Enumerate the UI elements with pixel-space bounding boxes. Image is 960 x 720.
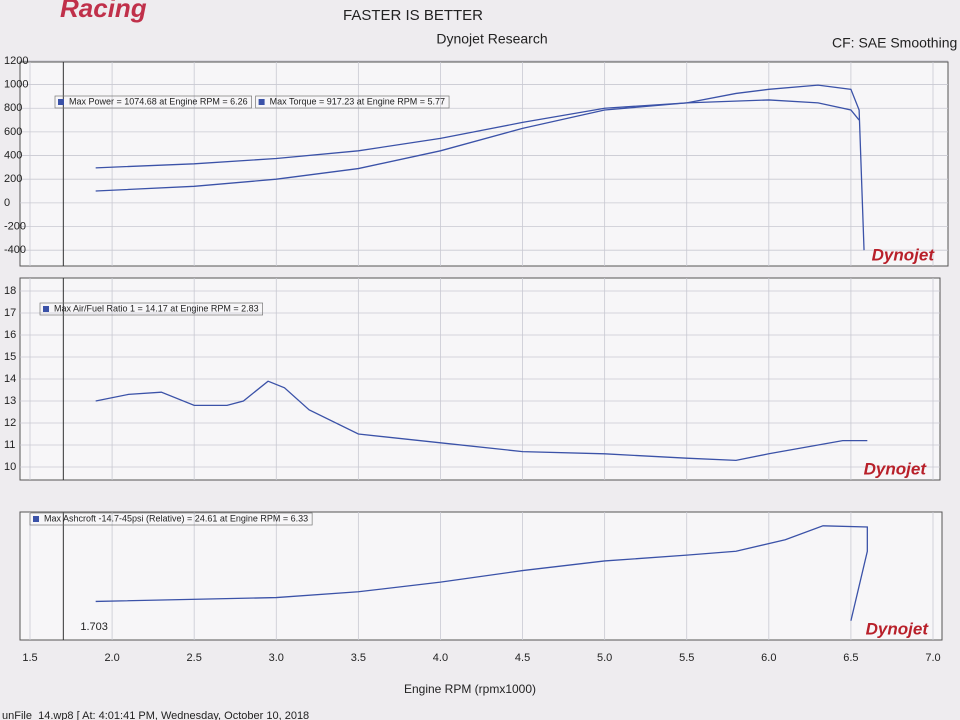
y-tick-label: 400 xyxy=(4,149,22,161)
x-tick-label: 5.0 xyxy=(597,652,612,664)
y-tick-label: 11 xyxy=(4,439,15,451)
footer: unFile_14.wp8 [ At: 4:01:41 PM, Wednesda… xyxy=(2,710,309,720)
y-tick-label: 200 xyxy=(4,173,22,185)
legend-label: Max Ashcroft -14.7-45psi (Relative) = 24… xyxy=(44,513,308,523)
y-tick-label: 10 xyxy=(4,461,16,473)
y-tick-label: 14 xyxy=(4,373,16,385)
y-tick-label: 13 xyxy=(4,395,16,407)
y-tick-label: 17 xyxy=(4,307,16,319)
brand: Racing xyxy=(60,0,147,23)
x-tick-label: 1.5 xyxy=(22,652,37,664)
legend-icon xyxy=(33,516,39,522)
y-tick-label: 1000 xyxy=(4,78,28,90)
legend-box xyxy=(54,95,252,109)
note: CF: SAE Smoothing xyxy=(832,35,957,51)
y-tick-label: -200 xyxy=(4,220,26,232)
logo: Dynojet xyxy=(872,245,936,264)
y-tick-label: 800 xyxy=(4,102,22,114)
y-tick-label: 16 xyxy=(4,329,16,341)
y-tick-label: 18 xyxy=(4,285,16,297)
series-line xyxy=(95,525,868,621)
x-tick-label: 5.5 xyxy=(679,652,694,664)
legend-box xyxy=(29,512,313,526)
cursor-label: 1.703 xyxy=(80,621,108,633)
x-tick-label: 6.5 xyxy=(843,652,858,664)
y-tick-label: 0 xyxy=(4,197,10,209)
legend-label: Max Air/Fuel Ratio 1 = 14.17 at Engine R… xyxy=(54,303,259,313)
x-tick-label: 3.5 xyxy=(351,652,366,664)
x-tick-label: 7.0 xyxy=(925,652,940,664)
legend-box xyxy=(39,302,263,316)
series-line xyxy=(95,99,860,169)
logo: Dynojet xyxy=(866,619,930,638)
series-line xyxy=(95,84,865,251)
x-axis-label: Engine RPM (rpmx1000) xyxy=(404,682,536,696)
y-tick-label: 600 xyxy=(4,126,22,138)
legend-box xyxy=(255,95,450,109)
x-tick-label: 4.5 xyxy=(515,652,530,664)
y-tick-label: 1200 xyxy=(4,55,28,67)
x-tick-label: 4.0 xyxy=(433,652,448,664)
title: FASTER IS BETTER xyxy=(343,7,483,24)
x-tick-label: 2.0 xyxy=(104,652,119,664)
y-tick-label: 15 xyxy=(4,351,16,363)
y-tick-label: -400 xyxy=(4,244,26,256)
x-tick-label: 2.5 xyxy=(187,652,202,664)
series-line xyxy=(95,380,868,462)
panel xyxy=(19,61,949,267)
y-tick-label: 12 xyxy=(4,417,16,429)
logo: Dynojet xyxy=(864,459,928,478)
x-tick-label: 6.0 xyxy=(761,652,776,664)
legend-label: Max Torque = 917.23 at Engine RPM = 5.77 xyxy=(270,96,445,106)
legend-icon xyxy=(43,306,49,312)
legend-label: Max Power = 1074.68 at Engine RPM = 6.26 xyxy=(69,96,248,106)
x-tick-label: 3.0 xyxy=(269,652,284,664)
subtitle: Dynojet Research xyxy=(436,31,547,47)
legend-icon xyxy=(58,99,64,105)
legend-icon xyxy=(258,99,265,105)
